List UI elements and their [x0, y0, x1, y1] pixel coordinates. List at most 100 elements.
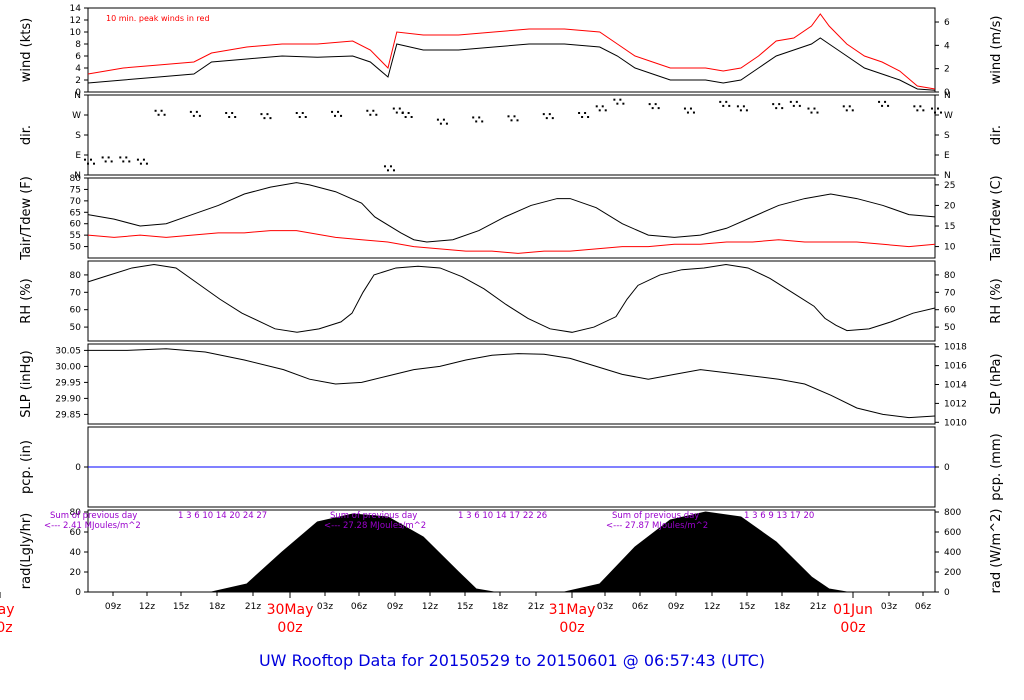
rad-sum-label: Sum of previous day	[50, 511, 137, 521]
dir-point	[648, 103, 651, 106]
dir-point	[595, 105, 598, 108]
y-axis-label-left: pcp. (in)	[19, 440, 34, 494]
dir-point	[851, 109, 854, 112]
panel-frame-wind	[87, 7, 936, 93]
dir-point	[442, 118, 445, 121]
dir-point	[142, 158, 145, 161]
rad-sum-label: Sum of previous day	[612, 511, 699, 521]
dir-point	[919, 105, 922, 108]
dir-point	[842, 105, 845, 108]
dir-point	[884, 100, 887, 103]
y-axis-label-right: Tair/Tdew (C)	[989, 175, 1004, 261]
y-tick-label-right: 200	[944, 568, 961, 578]
dir-point	[389, 165, 392, 168]
x-tick-label: 21z	[245, 602, 261, 612]
dir-point	[584, 112, 587, 114]
dir-point	[686, 111, 689, 114]
dir-point	[334, 114, 337, 117]
dir-point	[683, 107, 686, 110]
y-tick-label-right: 1016	[944, 362, 967, 372]
y-tick-label-right: 60	[944, 306, 956, 316]
y-axis-label-left: Tair/Tdew (F)	[19, 176, 34, 261]
dir-point	[813, 107, 816, 110]
dir-point	[789, 100, 792, 103]
dir-point	[598, 109, 601, 112]
dir-point	[654, 103, 657, 106]
dir-point	[478, 116, 481, 119]
y-axis-label-left: wind (kts)	[19, 18, 34, 82]
y-tick-label-left: 55	[70, 231, 81, 241]
dir-point	[810, 111, 813, 114]
dir-point	[913, 105, 916, 108]
dir-point	[298, 116, 301, 118]
dir-point	[510, 119, 513, 122]
panel-frame-rh	[87, 260, 936, 342]
dir-point	[651, 107, 654, 110]
dir-point	[225, 112, 228, 114]
dir-point	[916, 109, 919, 112]
dir-point	[128, 160, 131, 163]
y-tick-label-left: 70	[70, 288, 82, 298]
dir-point	[578, 112, 581, 114]
y-axis-label-right: dir.	[989, 125, 1004, 145]
dir-point	[551, 117, 554, 120]
x-tick-label: 06z	[351, 602, 367, 612]
day-label-date: May	[0, 602, 14, 618]
dir-point	[548, 113, 551, 116]
x-tick-label: 21z	[528, 602, 544, 612]
dir-point	[228, 116, 231, 118]
dir-point	[266, 113, 269, 116]
y-tick-label-left: 60	[70, 528, 82, 538]
series-Tdew	[87, 230, 936, 254]
y-tick-label-left: 30.00	[55, 362, 81, 372]
day-label-time: 00z	[559, 620, 584, 636]
dir-point	[587, 116, 590, 118]
y-tick-label-left: 29.95	[55, 378, 81, 388]
y-axis-label-left: rad(Lgly/hr)	[19, 513, 34, 589]
dir-point	[745, 109, 748, 112]
y-tick-label-left: 65	[70, 208, 81, 218]
dir-point	[145, 162, 148, 165]
dir-point	[772, 103, 775, 106]
x-tick-label: 03z	[881, 602, 897, 612]
y-tick-label-left: 29.90	[55, 394, 81, 404]
dir-point	[657, 107, 660, 110]
day-label-time: 00z	[840, 620, 865, 636]
dir-point	[739, 109, 742, 112]
dir-point	[163, 113, 166, 116]
x-tick-label: 18z	[774, 602, 790, 612]
y-tick-label-left: 8	[75, 40, 81, 50]
day-label-date: 01Jun	[833, 602, 873, 618]
dir-point	[295, 112, 298, 114]
x-tick-label: 09z	[387, 602, 403, 612]
y-tick-label-left: E	[75, 151, 81, 161]
y-tick-label-right: 15	[944, 222, 955, 232]
dir-point	[125, 156, 128, 159]
dir-point	[404, 116, 407, 118]
dir-point	[742, 105, 745, 108]
y-axis-label-left: dir.	[19, 125, 34, 145]
dir-point	[513, 115, 516, 118]
x-tick-label: 06z	[632, 602, 648, 612]
y-tick-label-right: N	[944, 171, 951, 181]
dir-point	[689, 107, 692, 110]
y-tick-label-right: 25	[944, 181, 955, 191]
dir-point	[481, 120, 484, 123]
dir-point	[366, 109, 369, 112]
dir-point	[445, 122, 448, 125]
y-tick-label-right: N	[944, 91, 951, 101]
y-tick-label-right: 20	[944, 201, 956, 211]
x-tick-label: 12z	[422, 602, 438, 612]
dir-point	[881, 104, 884, 107]
x-tick-label: 09z	[105, 602, 121, 612]
y-tick-label-left: 0	[75, 88, 81, 98]
dir-point	[160, 109, 163, 112]
dir-point	[798, 104, 801, 107]
dir-point	[195, 110, 198, 113]
dir-point	[775, 107, 778, 110]
y-tick-label-right: W	[944, 111, 953, 121]
dir-point	[84, 158, 86, 161]
panel-frame-dir	[87, 94, 936, 176]
dir-point	[795, 100, 798, 103]
